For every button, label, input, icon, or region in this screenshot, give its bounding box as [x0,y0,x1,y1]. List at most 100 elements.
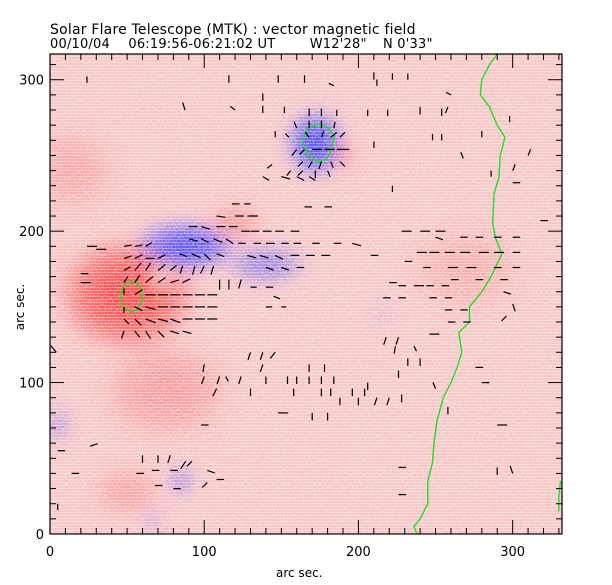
y-tick-label: 200 [19,225,44,240]
field-vector [145,275,154,284]
position-west: W12'28" [309,37,367,52]
field-vector [274,254,283,260]
field-vector [134,330,141,338]
field-vector [50,344,57,353]
field-vector [238,376,242,385]
observation-date: 00/10/04 [50,37,110,52]
field-vector [182,278,191,284]
field-vector [216,376,221,385]
field-vector [186,460,193,467]
field-vector [259,352,264,360]
field-vector [339,131,346,138]
field-vector [89,443,98,447]
field-vector [145,330,152,339]
field-vector [120,330,125,339]
field-vector [297,161,304,167]
field-vector [501,315,507,322]
field-vector [157,254,166,259]
field-vector [383,337,387,345]
field-vector [212,388,218,397]
field-vector [435,236,444,241]
field-vector [296,176,305,181]
field-vector [330,161,334,169]
field-vector [216,253,225,257]
x-axis-title: arc sec. [276,566,323,580]
field-vector [445,91,452,96]
position-north: N 0'33" [383,37,433,52]
chart-subtitle: 00/10/04 06:19:56-06:21:02 UT W12'28" N … [50,37,433,52]
chart-title: Solar Flare Telescope (MTK) : vector mag… [50,22,416,38]
field-vector [293,121,298,129]
field-vector [327,170,331,178]
field-vector [509,465,514,474]
x-tick-label: 300 [500,545,525,560]
field-vector [123,266,131,272]
y-tick-label: 100 [19,377,44,392]
field-vector [170,279,180,284]
field-vector [238,279,242,289]
field-vector [199,265,205,274]
axes: 0 100 200 300 0 100 200 300 [19,53,563,560]
plot-frame [49,53,563,535]
field-vector [339,161,346,167]
field-vector [266,164,273,169]
field-vector [180,460,187,470]
y-tick-label: 0 [36,528,44,543]
field-vector [145,242,153,247]
field-vector [432,382,437,389]
field-vector [281,176,291,180]
field-vector [157,277,166,284]
y-axis-title: arc sec. [13,283,27,331]
field-vector [318,161,322,170]
field-vector [203,253,211,261]
field-vector [169,265,177,271]
field-vector [145,318,156,324]
vector-field [50,72,548,510]
field-vector [191,253,201,259]
field-vector [269,351,276,359]
field-vector [307,161,313,169]
field-vector [157,263,166,271]
field-vector [308,176,316,181]
field-vector [213,238,223,244]
field-vector [145,306,156,310]
field-vector [297,170,304,177]
field-vector [320,130,325,138]
field-vector [188,238,198,242]
field-vector [259,254,269,259]
field-vector [134,244,143,247]
field-vector [182,102,186,111]
field-vector [273,295,281,300]
field-vector [200,226,211,230]
field-vector [281,266,289,271]
field-vector [512,164,516,171]
field-vector [512,303,516,312]
field-vector [157,330,165,338]
field-vector [182,330,192,335]
field-vector [134,306,143,312]
field-vector [265,266,274,271]
field-vector [157,318,169,323]
field-vector [393,346,396,354]
y-tick-label: 300 [19,74,44,89]
field-vector [123,276,129,283]
field-vector [200,238,209,244]
field-vector [291,149,298,156]
field-vector [225,238,234,245]
field-vector [333,121,336,129]
field-vector [191,265,196,275]
field-vector [201,376,205,385]
field-vector [229,105,236,111]
field-vector [444,106,449,114]
field-vector [134,262,142,271]
field-vector [373,397,378,406]
field-vector [123,318,130,325]
field-vector [259,364,264,373]
field-vector [170,330,180,335]
field-vector [284,133,290,138]
field-vector [304,131,310,138]
observation-time-range: 06:19:56-06:21:02 UT [128,37,276,52]
field-vector [167,455,171,463]
field-vector [527,148,532,156]
field-vector [395,337,400,345]
